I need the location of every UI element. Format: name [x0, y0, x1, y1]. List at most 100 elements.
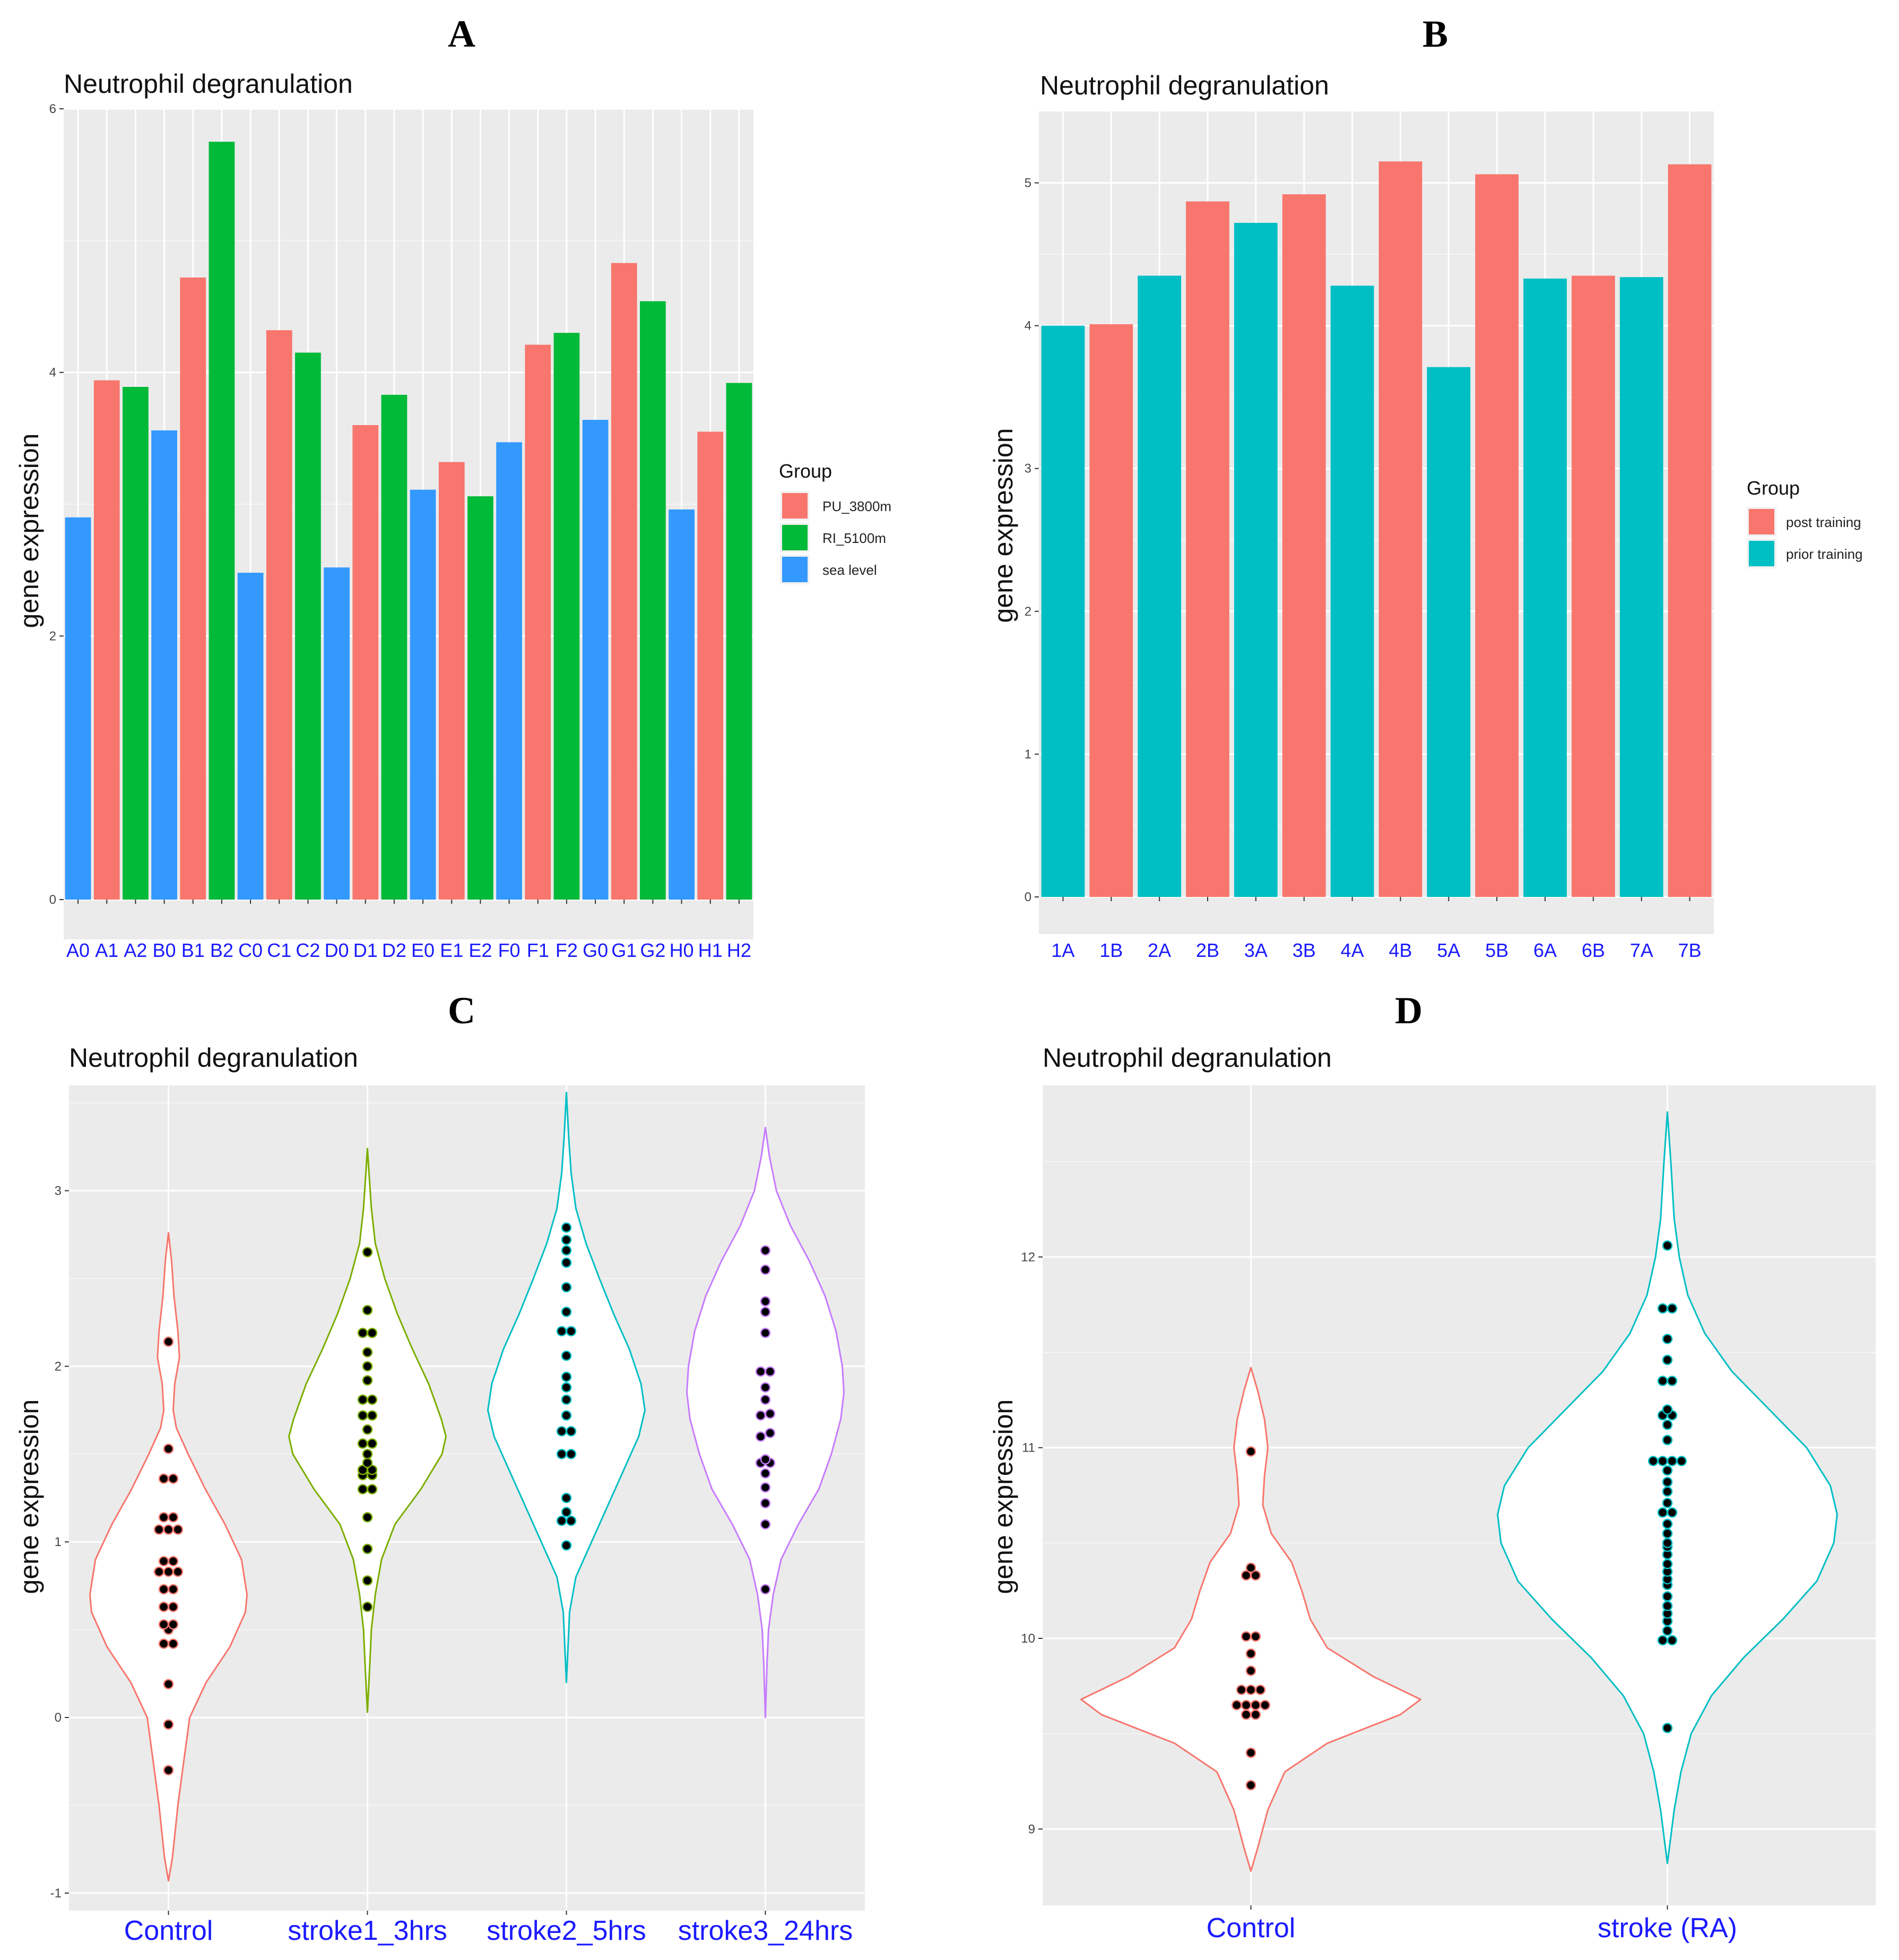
- data-point: [367, 1438, 378, 1449]
- data-point: [561, 1371, 572, 1382]
- data-point: [1657, 1303, 1668, 1314]
- legend-label-post-training: post training: [1786, 514, 1861, 530]
- x-tick-label: F2: [556, 939, 578, 961]
- data-point: [1245, 1665, 1256, 1676]
- bar: [237, 573, 264, 900]
- chart-title: Neutrophil degranulation: [1040, 71, 1329, 100]
- legend-swatch-post-training: [1749, 509, 1774, 534]
- data-point: [561, 1540, 572, 1551]
- bar: [525, 344, 551, 900]
- data-point: [357, 1484, 368, 1495]
- data-point: [760, 1482, 771, 1493]
- data-point: [1667, 1376, 1678, 1386]
- x-tick-label: G0: [583, 939, 608, 961]
- data-point: [1245, 1446, 1256, 1457]
- bar: [1668, 164, 1712, 897]
- y-tick-label: 0: [1025, 890, 1031, 904]
- data-point: [561, 1382, 572, 1393]
- x-tick-label: E2: [469, 939, 492, 961]
- x-tick-label: E0: [411, 939, 435, 961]
- legend: PU_3800m RI_5100m sea level: [780, 491, 891, 584]
- data-point: [1662, 1498, 1673, 1508]
- data-point: [153, 1524, 164, 1535]
- x-tick-label: 4B: [1389, 939, 1412, 961]
- data-point: [362, 1347, 373, 1358]
- data-point: [760, 1468, 771, 1479]
- data-point: [1662, 1334, 1673, 1344]
- y-tick-label: 1: [1025, 747, 1031, 762]
- x-tick-label: C0: [238, 939, 263, 961]
- legend-swatch-prior-training: [1749, 541, 1774, 566]
- data-point: [158, 1584, 169, 1595]
- data-point: [362, 1575, 373, 1586]
- bar: [151, 430, 177, 900]
- bar: [1427, 367, 1471, 897]
- data-point: [561, 1282, 572, 1293]
- data-point: [1662, 1518, 1673, 1530]
- bar: [209, 142, 235, 900]
- y-tick-label: 1: [55, 1535, 62, 1549]
- legend-title: Group: [779, 460, 832, 482]
- x-tick-label: D1: [353, 939, 378, 961]
- panel-letter-b: B: [1423, 13, 1448, 55]
- data-point: [367, 1484, 378, 1495]
- bar: [123, 386, 149, 900]
- data-point: [1647, 1456, 1659, 1466]
- x-tick-label: G1: [611, 939, 637, 961]
- bar: [1475, 174, 1519, 897]
- violin-shape: [1080, 1367, 1421, 1872]
- data-point: [561, 1410, 572, 1421]
- data-point: [168, 1584, 179, 1595]
- data-point: [760, 1307, 771, 1317]
- data-point: [158, 1512, 169, 1523]
- violin-chart: -1 0 1 2 3 Control stroke1_3hrs stroke2_5hrs str…: [50, 1085, 865, 1946]
- data-point: [1662, 1601, 1673, 1611]
- data-point: [561, 1222, 572, 1233]
- panel-b: Neutrophil degranulation gene expression…: [988, 71, 1863, 961]
- data-point: [1245, 1648, 1256, 1659]
- data-point: [1241, 1699, 1252, 1711]
- violin-shape: [686, 1126, 845, 1719]
- data-point: [1667, 1456, 1678, 1466]
- x-tick-label: H1: [698, 939, 723, 961]
- data-point: [1657, 1376, 1668, 1386]
- data-point: [561, 1350, 572, 1361]
- chart-title: Neutrophil degranulation: [1043, 1043, 1332, 1073]
- y-tick-label: 3: [1025, 462, 1031, 476]
- panel-c: Neutrophil degranulation gene expression…: [14, 1043, 865, 1946]
- x-tick-label: B0: [153, 939, 176, 961]
- data-point: [1662, 1419, 1673, 1430]
- data-point: [357, 1410, 368, 1421]
- data-point: [1667, 1507, 1678, 1518]
- data-point: [566, 1515, 577, 1526]
- bar: [611, 263, 637, 900]
- x-tick-label: Control: [124, 1915, 213, 1946]
- bar: [1041, 325, 1085, 897]
- bar: [697, 431, 724, 900]
- legend: post training prior training: [1747, 507, 1863, 568]
- panel-letter-a: A: [448, 13, 475, 55]
- x-tick-label: stroke1_3hrs: [288, 1915, 447, 1946]
- y-axis-label: gene expression: [14, 434, 44, 628]
- x-tick-label: A2: [124, 939, 147, 961]
- data-point: [755, 1431, 766, 1442]
- data-point: [1662, 1465, 1673, 1476]
- violin-chart: 9 10 11 12 Control stroke (RA): [1021, 1085, 1876, 1944]
- data-point: [367, 1410, 378, 1421]
- data-point: [158, 1473, 169, 1484]
- x-tick-label: 2B: [1196, 939, 1219, 961]
- data-point: [1241, 1709, 1252, 1720]
- data-point: [561, 1394, 572, 1405]
- data-point: [1662, 1404, 1673, 1415]
- data-point: [760, 1519, 771, 1530]
- data-point: [362, 1305, 373, 1316]
- data-point: [168, 1601, 179, 1612]
- legend-swatch-pu: [782, 493, 808, 519]
- data-point: [1231, 1699, 1242, 1711]
- data-point: [1662, 1240, 1673, 1251]
- data-point: [760, 1394, 771, 1405]
- y-tick-label: 2: [1025, 605, 1031, 619]
- data-point: [561, 1492, 572, 1504]
- data-point: [1667, 1635, 1678, 1646]
- y-tick-label: 5: [1025, 176, 1031, 191]
